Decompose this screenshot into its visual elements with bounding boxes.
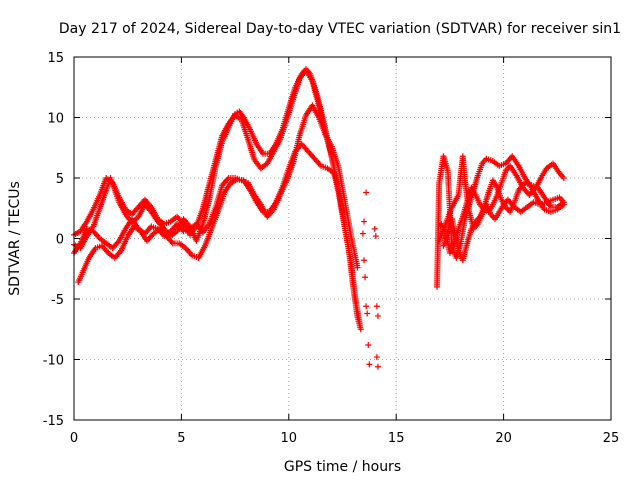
x-tick-label: 10: [281, 431, 298, 446]
y-tick-label: -15: [43, 414, 64, 429]
data-point: [366, 361, 373, 368]
data-point: [354, 264, 361, 271]
data-point: [359, 230, 366, 237]
x-tick-label: 15: [388, 431, 405, 446]
y-axis-label: SDTVAR / TECUs: [7, 181, 23, 296]
data-point: [373, 354, 380, 361]
x-axis-label: GPS time / hours: [284, 459, 401, 475]
y-tick-label: -5: [51, 293, 64, 308]
y-tick-label: 15: [47, 51, 64, 66]
data-point: [372, 233, 379, 240]
data-point: [362, 274, 369, 281]
grid: [74, 57, 611, 420]
data-point: [365, 341, 372, 348]
data-point: [560, 199, 567, 206]
data-point: [373, 303, 380, 310]
data-point: [371, 225, 378, 232]
x-tick-label: 20: [495, 431, 512, 446]
y-tick-label: 0: [56, 233, 64, 248]
x-tick-label: 5: [177, 431, 185, 446]
data-point: [360, 218, 367, 225]
chart-title: Day 217 of 2024, Sidereal Day-to-day VTE…: [59, 21, 621, 37]
data-point: [560, 175, 567, 181]
data-point: [374, 312, 381, 319]
data-point: [363, 303, 370, 310]
data-point: [364, 310, 371, 317]
x-tick-label: 0: [70, 431, 78, 446]
data-point: [357, 326, 364, 333]
data-point: [374, 363, 381, 370]
data-points: [71, 66, 567, 370]
data-point: [363, 189, 370, 196]
data-point: [360, 257, 367, 264]
axis-ticks: 0 5 10 15 20 25 -15 -10 -5 0 5 10 15: [43, 51, 620, 446]
data-point: [356, 320, 363, 327]
y-tick-label: -10: [43, 354, 64, 369]
y-tick-label: 10: [47, 112, 64, 127]
x-tick-label: 25: [603, 431, 620, 446]
y-tick-label: 5: [56, 172, 64, 187]
